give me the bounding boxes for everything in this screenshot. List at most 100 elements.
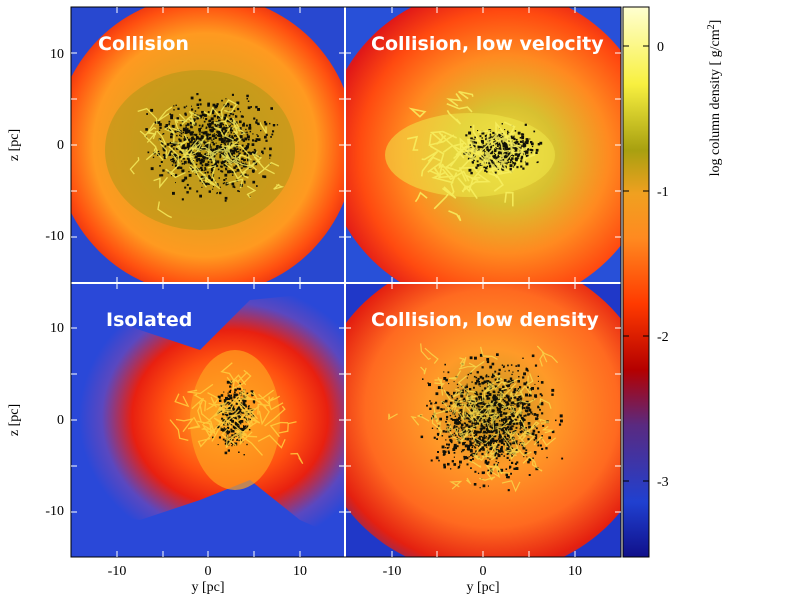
dense-clump bbox=[186, 191, 189, 194]
dense-clump bbox=[492, 396, 495, 399]
dense-clump bbox=[483, 419, 486, 422]
dense-clump bbox=[502, 428, 504, 430]
dense-clump bbox=[518, 376, 520, 378]
dense-clump bbox=[512, 161, 514, 162]
dense-clump bbox=[445, 410, 448, 413]
dense-clump bbox=[511, 425, 514, 428]
dense-clump bbox=[248, 123, 252, 127]
dense-clump bbox=[509, 431, 511, 434]
dense-clump bbox=[475, 397, 478, 400]
dense-clump bbox=[168, 120, 171, 123]
filament bbox=[468, 460, 482, 468]
dense-clump bbox=[460, 419, 462, 422]
dense-clump bbox=[223, 142, 226, 145]
filament bbox=[541, 351, 559, 364]
dense-clump bbox=[519, 422, 522, 425]
dense-clump bbox=[230, 430, 233, 433]
dense-clump bbox=[476, 160, 479, 163]
dense-clump bbox=[229, 117, 233, 121]
dense-clump bbox=[535, 467, 539, 471]
dense-clump bbox=[496, 423, 499, 426]
dense-clump bbox=[232, 113, 235, 116]
dense-clump bbox=[246, 131, 248, 134]
filament bbox=[524, 432, 534, 437]
dense-clump bbox=[210, 178, 213, 182]
dense-clump bbox=[159, 165, 161, 167]
dense-clump bbox=[517, 158, 519, 160]
dense-clump bbox=[199, 140, 201, 142]
y-tick-label-top-0: 0 bbox=[57, 138, 64, 153]
dense-clump bbox=[476, 393, 479, 396]
dense-clump bbox=[524, 452, 528, 455]
dense-clump bbox=[249, 125, 252, 128]
dense-clump bbox=[233, 396, 236, 399]
dense-clump bbox=[469, 459, 472, 462]
dense-clump bbox=[182, 144, 185, 147]
filament bbox=[488, 159, 508, 172]
dense-clump bbox=[270, 136, 272, 138]
dense-clump bbox=[203, 120, 206, 123]
dense-clump bbox=[486, 428, 489, 431]
dense-clump bbox=[216, 164, 219, 167]
dense-clump bbox=[534, 383, 536, 385]
dense-clump bbox=[201, 131, 203, 134]
dense-clump bbox=[207, 102, 210, 106]
filament bbox=[241, 405, 260, 414]
filament bbox=[443, 389, 466, 403]
dense-clump bbox=[168, 123, 170, 125]
colorbar-tick-label-0: 0 bbox=[657, 40, 664, 55]
dense-clump bbox=[245, 405, 247, 408]
dense-clump bbox=[224, 199, 227, 202]
dense-clump bbox=[537, 444, 540, 447]
dense-clump bbox=[474, 437, 478, 441]
dense-clump bbox=[505, 468, 508, 470]
dense-clump bbox=[231, 182, 235, 186]
x-axis-title-right: y [pc] bbox=[466, 580, 499, 595]
dense-clump bbox=[497, 145, 499, 147]
dense-clump bbox=[181, 179, 185, 183]
dense-clump bbox=[516, 141, 519, 144]
dense-clump bbox=[460, 433, 464, 437]
dense-clump bbox=[469, 388, 471, 390]
dense-clump bbox=[485, 436, 487, 438]
dense-clump bbox=[495, 399, 497, 401]
dense-clump bbox=[456, 383, 459, 386]
dense-clump bbox=[264, 135, 267, 139]
filament bbox=[189, 166, 202, 173]
dense-clump bbox=[498, 368, 501, 372]
dense-clump bbox=[500, 468, 504, 472]
dense-clump bbox=[473, 446, 476, 448]
dense-clump bbox=[443, 465, 446, 469]
dense-clump bbox=[162, 169, 165, 172]
dense-clump bbox=[537, 431, 540, 434]
dense-clump bbox=[451, 460, 454, 463]
filament bbox=[441, 400, 458, 412]
dense-clump bbox=[434, 403, 436, 405]
dense-clump bbox=[197, 152, 201, 156]
dense-clump bbox=[220, 134, 222, 137]
dense-clump bbox=[457, 419, 459, 422]
dense-clump bbox=[175, 182, 176, 184]
dense-clump bbox=[216, 192, 218, 194]
dense-clump bbox=[173, 154, 176, 158]
dense-clump bbox=[487, 420, 490, 423]
filament bbox=[528, 421, 540, 432]
dense-clump bbox=[224, 130, 228, 133]
dense-clump bbox=[463, 152, 466, 155]
dense-clump bbox=[224, 143, 226, 145]
dense-clump bbox=[200, 158, 203, 161]
dense-clump bbox=[240, 420, 244, 423]
dense-clump bbox=[249, 152, 253, 155]
dense-clump bbox=[188, 129, 191, 132]
dense-clump bbox=[221, 417, 224, 420]
dense-clump bbox=[457, 402, 460, 406]
dense-clump bbox=[220, 428, 224, 431]
dense-clump bbox=[212, 436, 214, 439]
dense-clump bbox=[229, 389, 232, 392]
filament bbox=[137, 107, 158, 125]
dense-clump bbox=[233, 147, 237, 150]
dense-clump bbox=[247, 174, 249, 176]
dense-clump bbox=[222, 428, 225, 432]
dense-clump bbox=[507, 423, 510, 426]
dense-clump bbox=[479, 135, 482, 138]
